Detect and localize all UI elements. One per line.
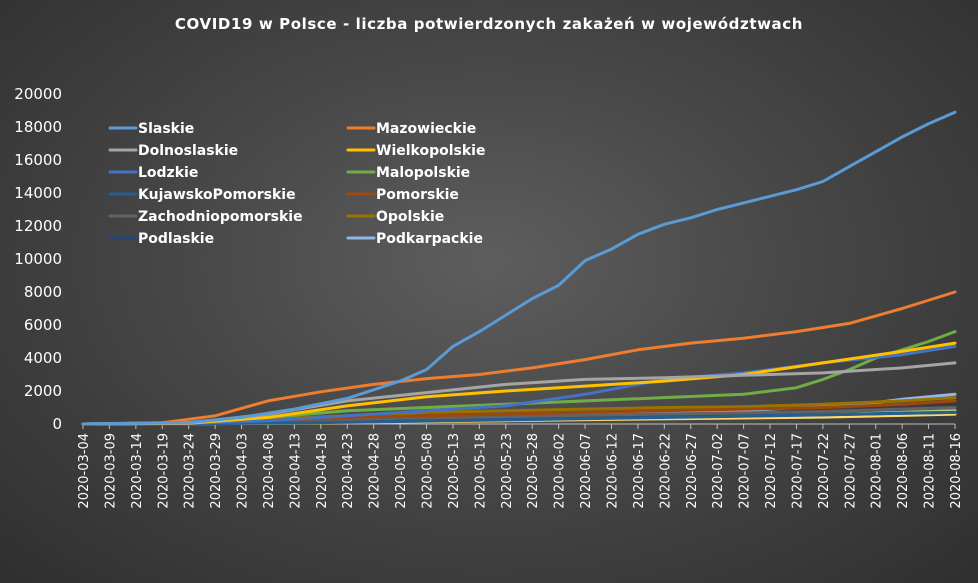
x-tick-label: 2020-03-04 <box>77 433 92 509</box>
chart-title: COVID19 w Polsce - liczba potwierdzonych… <box>175 15 803 33</box>
y-tick-label: 20000 <box>14 85 62 103</box>
y-tick-label: 4000 <box>24 349 62 367</box>
legend-label: Opolskie <box>376 209 444 225</box>
x-tick-label: 2020-07-22 <box>817 433 832 509</box>
y-tick-label: 12000 <box>14 217 62 235</box>
x-tick-label: 2020-06-27 <box>685 433 700 509</box>
series-line-kujawskopomorskie <box>81 410 957 426</box>
legend-label: Malopolskie <box>376 165 470 181</box>
y-tick-label: 2000 <box>24 382 62 400</box>
legend-label: Slaskie <box>138 121 194 137</box>
y-tick-label: 18000 <box>14 118 62 136</box>
y-tick-label: 14000 <box>14 184 62 202</box>
x-tick-label: 2020-08-11 <box>923 433 938 509</box>
x-tick-label: 2020-07-27 <box>843 433 858 509</box>
legend-label: Lodzkie <box>138 165 198 181</box>
x-tick-label: 2020-05-08 <box>421 433 436 509</box>
legend-label: Pomorskie <box>376 187 459 203</box>
x-tick-label: 2020-03-24 <box>183 433 198 509</box>
y-tick-label: 16000 <box>14 151 62 169</box>
x-tick-label: 2020-06-17 <box>632 433 647 509</box>
legend-label: Dolnoslaskie <box>138 143 238 159</box>
x-tick-label: 2020-07-17 <box>790 433 805 509</box>
y-tick-label: 10000 <box>14 250 62 268</box>
x-tick-label: 2020-04-28 <box>368 433 383 509</box>
series-line-wielkopolskie <box>81 341 957 426</box>
x-tick-label: 2020-04-13 <box>288 433 303 509</box>
x-tick-label: 2020-03-14 <box>130 433 145 509</box>
x-tick-label: 2020-07-07 <box>738 433 753 509</box>
x-tick-label: 2020-03-09 <box>103 433 118 509</box>
x-tick-label: 2020-06-22 <box>658 433 673 509</box>
series-line-slaskie <box>81 110 957 426</box>
x-tick-label: 2020-05-18 <box>473 433 488 509</box>
series-lines <box>81 110 957 426</box>
x-tick-label: 2020-04-08 <box>262 433 277 509</box>
legend: Slaskie Mazowieckie Dolnoslaskie Wielkopols… <box>108 121 485 247</box>
x-tick-label: 2020-06-02 <box>553 433 568 509</box>
x-tick-label: 2020-08-16 <box>949 433 964 509</box>
x-tick-label: 2020-04-23 <box>341 433 356 509</box>
legend-label: Wielkopolskie <box>376 143 485 159</box>
x-tick-label: 2020-06-12 <box>605 433 620 509</box>
x-tick-label: 2020-08-06 <box>896 433 911 509</box>
x-tick-label: 2020-03-29 <box>209 433 224 509</box>
x-tick-label: 2020-05-03 <box>394 433 409 509</box>
x-tick-label: 2020-05-23 <box>500 433 515 509</box>
x-tick-label: 2020-03-19 <box>156 433 171 509</box>
legend-label: KujawskoPomorskie <box>138 187 296 203</box>
x-tick-label: 2020-07-02 <box>711 433 726 509</box>
y-tick-label: 8000 <box>24 283 62 301</box>
y-tick-label: 6000 <box>24 316 62 334</box>
x-axis: 2020-03-04 2020-03-09 2020-03-14 2020-03-19… <box>77 424 964 509</box>
x-tick-label: 2020-05-28 <box>526 433 541 509</box>
x-tick-label: 2020-04-18 <box>315 433 330 509</box>
y-axis: 0 2000 4000 6000 8000 10000 12000 14000 16000 180… <box>14 85 62 433</box>
legend-label: Podkarpackie <box>376 231 483 247</box>
x-tick-label: 2020-06-07 <box>579 433 594 509</box>
x-tick-label: 2020-08-01 <box>870 433 885 509</box>
x-tick-label: 2020-05-13 <box>447 433 462 509</box>
series-line-mazowieckie <box>81 290 957 426</box>
x-tick-label: 2020-07-12 <box>764 433 779 509</box>
legend-label: Mazowieckie <box>376 121 476 137</box>
legend-label: Podlaskie <box>138 231 214 247</box>
legend-label: Zachodniopomorskie <box>138 209 303 225</box>
x-tick-label: 2020-04-03 <box>236 433 251 509</box>
y-tick-label: 0 <box>52 415 62 433</box>
